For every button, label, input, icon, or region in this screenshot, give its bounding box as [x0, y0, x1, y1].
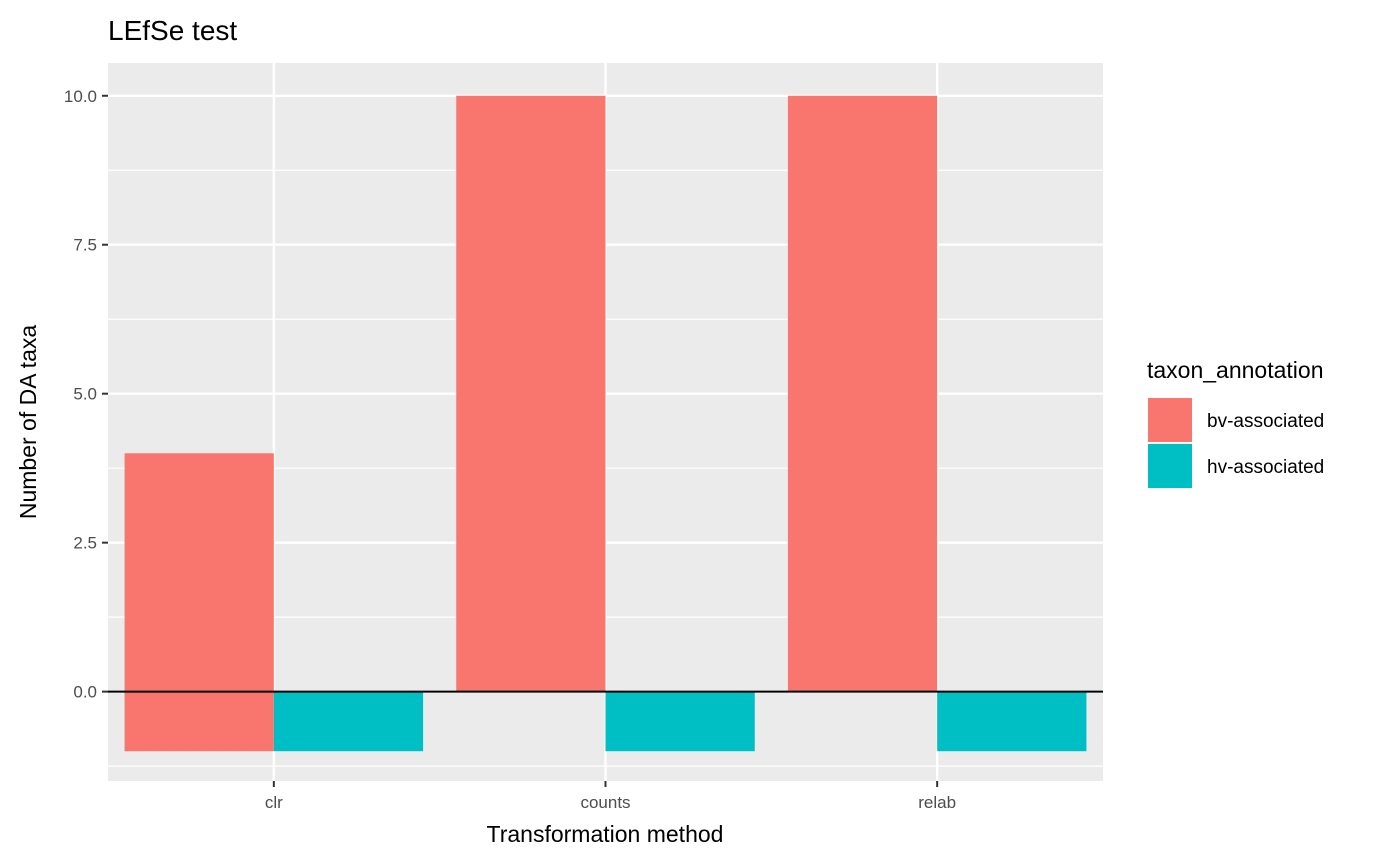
- bar-negative-hv-associated-relab: [937, 691, 1087, 752]
- y-tick-label: 2.5: [73, 534, 97, 553]
- bar-bv-associated-counts: [456, 95, 606, 692]
- x-tick-label: counts: [580, 793, 630, 812]
- bars-layer: [124, 95, 1087, 752]
- y-axis: 0.0 2.5 5.0 7.5 10.0: [64, 87, 108, 702]
- y-tick-label: 5.0: [73, 385, 97, 404]
- x-tick-label: clr: [265, 793, 283, 812]
- y-tick-label: 10.0: [64, 87, 97, 106]
- bar-negative-hv-associated-clr: [273, 691, 424, 752]
- bar-negative-bv-associated-clr: [124, 691, 274, 752]
- legend: taxon_annotation bv-associated hv-associa…: [1146, 357, 1324, 490]
- legend-title: taxon_annotation: [1147, 357, 1324, 383]
- legend-label-hv-associated: hv-associated: [1207, 457, 1324, 478]
- x-axis-title: Transformation method: [487, 821, 724, 847]
- y-tick-label: 7.5: [73, 236, 97, 255]
- y-tick-label: 0.0: [73, 683, 97, 702]
- chart-title: LEfSe test: [108, 15, 237, 46]
- bar-negative-hv-associated-counts: [605, 691, 755, 752]
- legend-label-bv-associated: bv-associated: [1207, 411, 1324, 432]
- y-axis-title: Number of DA taxa: [15, 325, 41, 520]
- legend-key-hv-associated: [1146, 442, 1194, 490]
- x-axis: clr counts relab: [265, 781, 956, 812]
- legend-key-bv-associated: [1146, 396, 1194, 444]
- legend-items: bv-associated hv-associated: [1146, 396, 1324, 490]
- bar-bv-associated-clr: [124, 453, 274, 692]
- bar-bv-associated-relab: [787, 95, 938, 692]
- x-tick-label: relab: [918, 793, 956, 812]
